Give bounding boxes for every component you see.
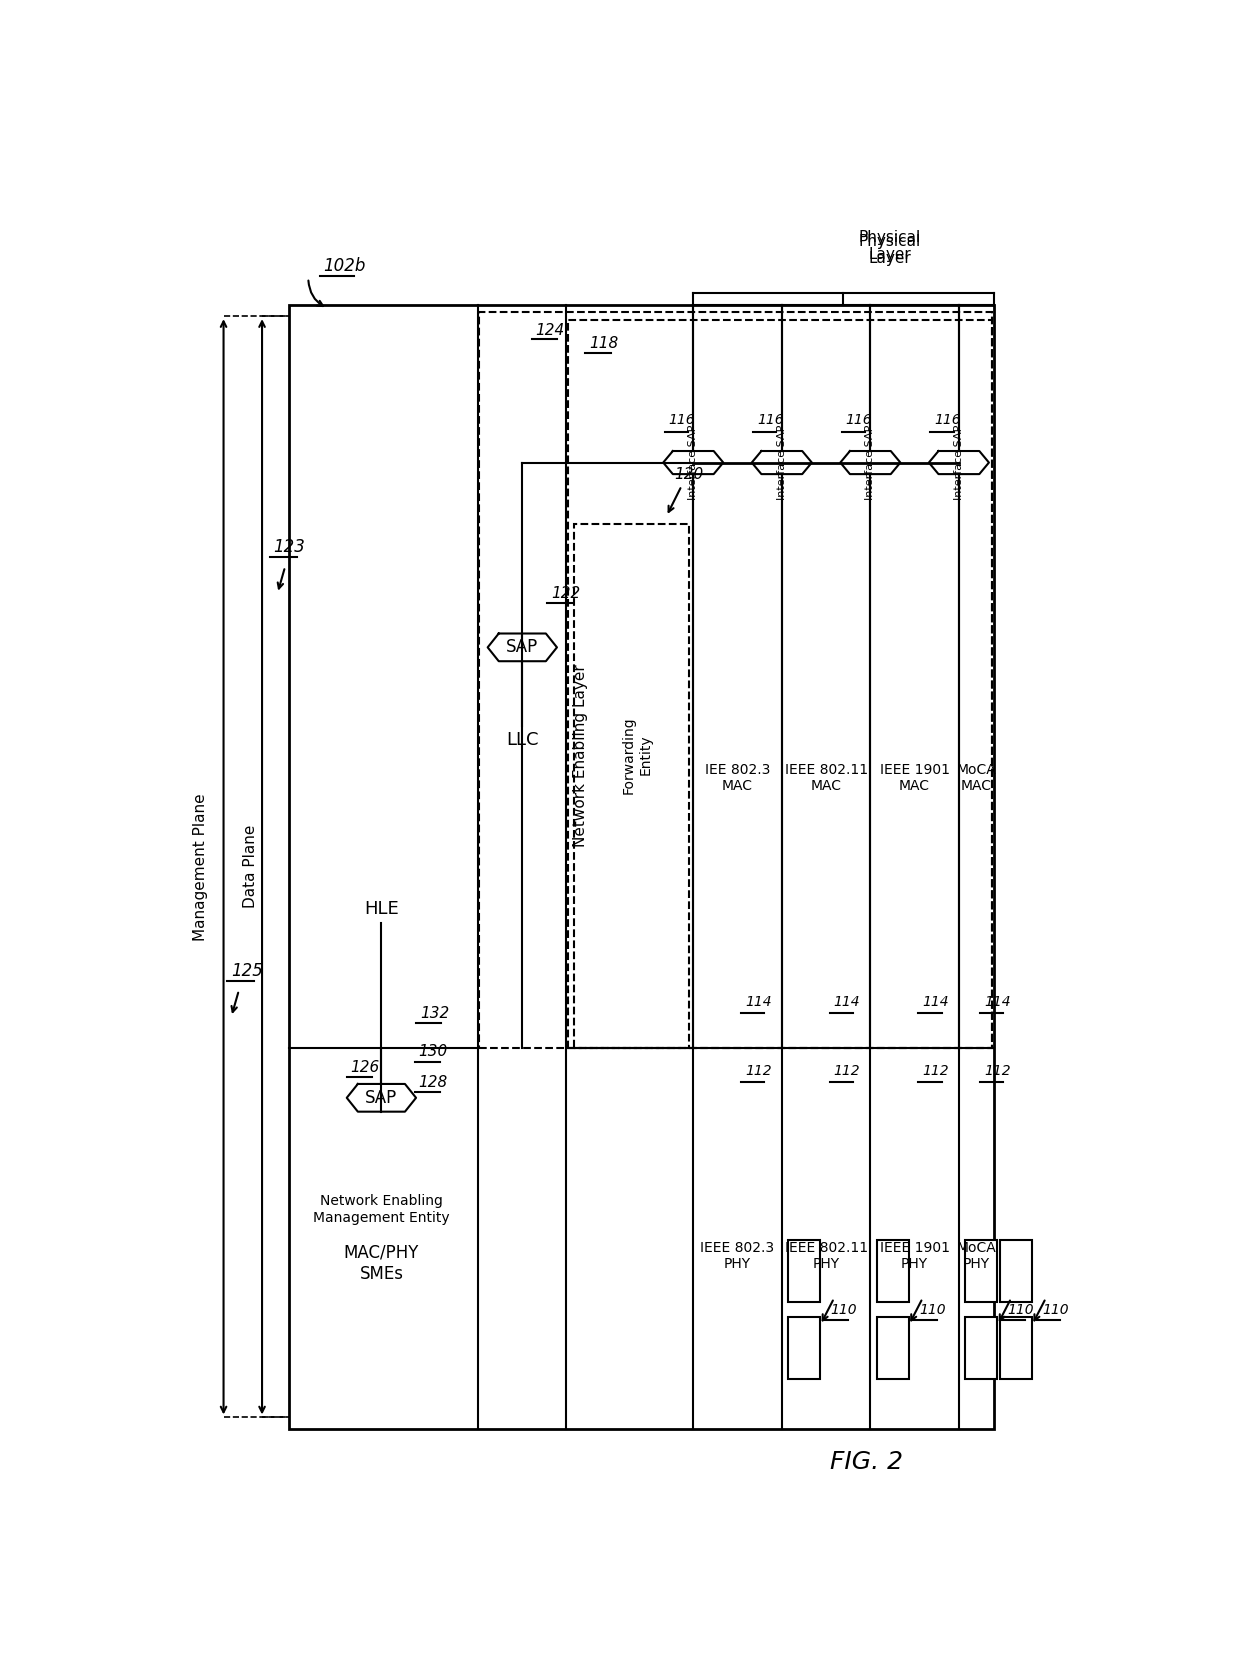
Text: Interface SAP: Interface SAP [954,425,963,500]
Text: Physical
Layer: Physical Layer [858,234,921,266]
Text: 110: 110 [919,1303,945,1317]
Text: Interface SAP: Interface SAP [866,425,875,500]
Text: 128: 128 [418,1076,448,1089]
Text: 130: 130 [418,1044,448,1059]
Text: HLE: HLE [365,900,399,918]
Text: 114: 114 [745,994,771,1009]
Text: Interface SAP: Interface SAP [776,425,787,500]
Bar [289,304,993,1429]
Bar [965,1317,997,1379]
Text: IEEE 1901
PHY: IEEE 1901 PHY [879,1241,950,1271]
Text: 116: 116 [934,413,961,427]
Text: 110: 110 [1007,1303,1034,1317]
Polygon shape [487,634,557,661]
Bar [787,1240,821,1302]
Text: IEEE 802.3
PHY: IEEE 802.3 PHY [701,1241,775,1271]
Text: MoCA
PHY: MoCA PHY [956,1241,996,1271]
Bar [965,1240,997,1302]
Text: 126: 126 [351,1059,379,1074]
Text: 132: 132 [420,1005,449,1021]
Text: Management Plane: Management Plane [193,793,208,940]
Text: 120: 120 [675,467,703,482]
Text: 116: 116 [846,413,872,427]
Polygon shape [347,1084,417,1111]
Polygon shape [663,452,723,473]
Text: 122: 122 [551,586,580,601]
Text: Data Plane: Data Plane [243,825,258,908]
Text: 114: 114 [923,994,949,1009]
Text: 125: 125 [231,962,263,980]
Bar [999,1240,1032,1302]
Bar [877,1317,909,1379]
Bar [574,524,689,1047]
Text: 116: 116 [668,413,696,427]
Bar [479,313,992,1047]
Polygon shape [929,452,990,473]
Text: Network Enabling Layer: Network Enabling Layer [573,664,588,847]
Bar [787,1317,821,1379]
Text: 110: 110 [1042,1303,1069,1317]
Text: Network Enabling
Management Entity: Network Enabling Management Entity [312,1195,450,1225]
Bar [999,1317,1032,1379]
Text: FIG. 2: FIG. 2 [830,1450,903,1474]
Bar [568,320,992,1047]
Text: 112: 112 [745,1064,771,1077]
Text: 114: 114 [833,994,861,1009]
Polygon shape [751,452,812,473]
Text: IEEE 802.11
MAC: IEEE 802.11 MAC [785,763,868,793]
Text: 124: 124 [536,323,564,338]
Text: SAP: SAP [506,639,538,656]
Text: Forwarding
Entity: Forwarding Entity [622,716,652,795]
Bar [877,1240,909,1302]
Text: IEEE 1901
MAC: IEEE 1901 MAC [879,763,950,793]
Text: SAP: SAP [366,1089,398,1108]
Text: IEE 802.3
MAC: IEE 802.3 MAC [704,763,770,793]
Text: 112: 112 [923,1064,949,1077]
Text: Physical
Layer: Physical Layer [858,229,921,263]
Text: 110: 110 [831,1303,857,1317]
Text: MAC/PHY
SMEs: MAC/PHY SMEs [343,1245,419,1283]
Polygon shape [841,452,900,473]
Text: LLC: LLC [506,731,538,750]
Text: 114: 114 [983,994,1011,1009]
Text: MoCA
MAC: MoCA MAC [956,763,996,793]
Text: 118: 118 [589,336,619,351]
Text: Interface SAP: Interface SAP [688,425,698,500]
Text: 112: 112 [983,1064,1011,1077]
Text: 112: 112 [833,1064,861,1077]
Text: 116: 116 [758,413,784,427]
Text: 123: 123 [274,539,305,555]
Text: IEEE 802.11
PHY: IEEE 802.11 PHY [785,1241,868,1271]
Text: 102b: 102b [324,258,366,276]
